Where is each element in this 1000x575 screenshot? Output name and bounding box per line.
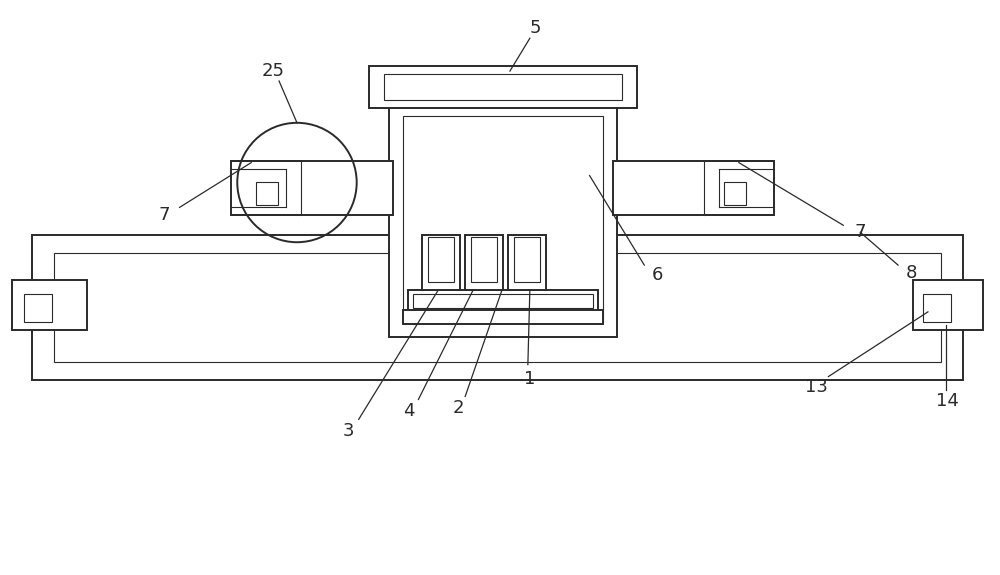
Bar bbox=[465, 235, 503, 290]
Text: 8: 8 bbox=[905, 264, 917, 282]
Text: 25: 25 bbox=[262, 62, 285, 80]
Text: 4: 4 bbox=[403, 402, 414, 420]
Text: 1: 1 bbox=[524, 370, 536, 388]
Text: 7: 7 bbox=[159, 206, 170, 224]
Text: 3: 3 bbox=[343, 422, 354, 440]
Text: 5: 5 bbox=[529, 19, 541, 37]
Bar bbox=[923, 294, 951, 322]
Bar bbox=[231, 160, 393, 216]
Bar bbox=[724, 182, 746, 205]
Bar bbox=[508, 235, 546, 290]
Bar bbox=[422, 235, 460, 290]
Bar bbox=[256, 182, 278, 205]
Text: 2: 2 bbox=[452, 400, 464, 417]
Bar bbox=[12, 280, 87, 330]
Bar bbox=[403, 116, 603, 322]
Bar bbox=[408, 290, 598, 312]
Text: 13: 13 bbox=[805, 378, 828, 396]
Bar bbox=[613, 160, 774, 216]
Text: 14: 14 bbox=[936, 393, 959, 411]
Bar bbox=[428, 237, 454, 282]
Text: 6: 6 bbox=[652, 266, 663, 284]
Bar bbox=[403, 310, 603, 324]
Bar bbox=[369, 66, 637, 108]
Bar bbox=[24, 294, 52, 322]
Bar bbox=[54, 253, 941, 362]
Bar bbox=[913, 280, 983, 330]
Bar bbox=[384, 74, 622, 100]
Bar bbox=[471, 237, 497, 282]
Bar bbox=[32, 235, 963, 380]
Bar bbox=[514, 237, 540, 282]
Bar bbox=[389, 101, 617, 337]
Text: 7: 7 bbox=[855, 223, 866, 241]
Bar bbox=[413, 294, 593, 308]
